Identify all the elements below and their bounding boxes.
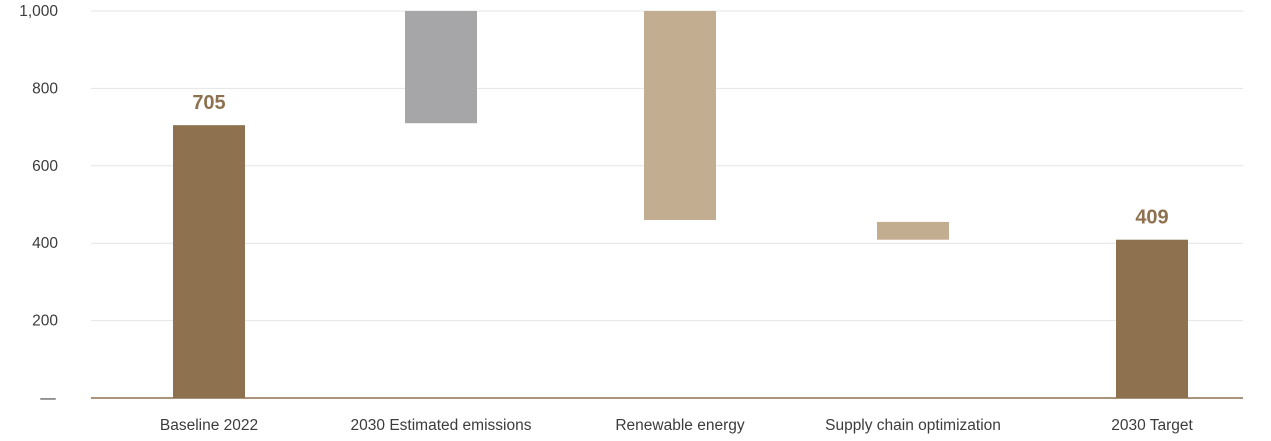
x-category-label: Supply chain optimization bbox=[825, 417, 1001, 434]
y-tick-label: 1,000 bbox=[19, 3, 58, 20]
y-tick-label: 200 bbox=[32, 313, 58, 330]
bar-increase bbox=[405, 11, 477, 124]
x-category-label: 2030 Estimated emissions bbox=[351, 417, 532, 434]
data-label: 409 bbox=[1135, 207, 1168, 229]
y-tick-label: 600 bbox=[32, 158, 58, 175]
bar-decrease bbox=[644, 11, 716, 220]
x-category-label: 2030 Target bbox=[1111, 417, 1193, 434]
y-tick-label: 800 bbox=[32, 80, 58, 97]
y-tick-label: — bbox=[40, 390, 56, 407]
bar-decrease bbox=[877, 221, 949, 240]
bar-total bbox=[173, 125, 245, 398]
data-label: 705 bbox=[192, 92, 225, 114]
x-category-label: Renewable energy bbox=[615, 417, 745, 434]
x-category-label: Baseline 2022 bbox=[160, 417, 258, 434]
bar-total bbox=[1116, 239, 1188, 398]
y-tick-label: 400 bbox=[32, 235, 58, 252]
